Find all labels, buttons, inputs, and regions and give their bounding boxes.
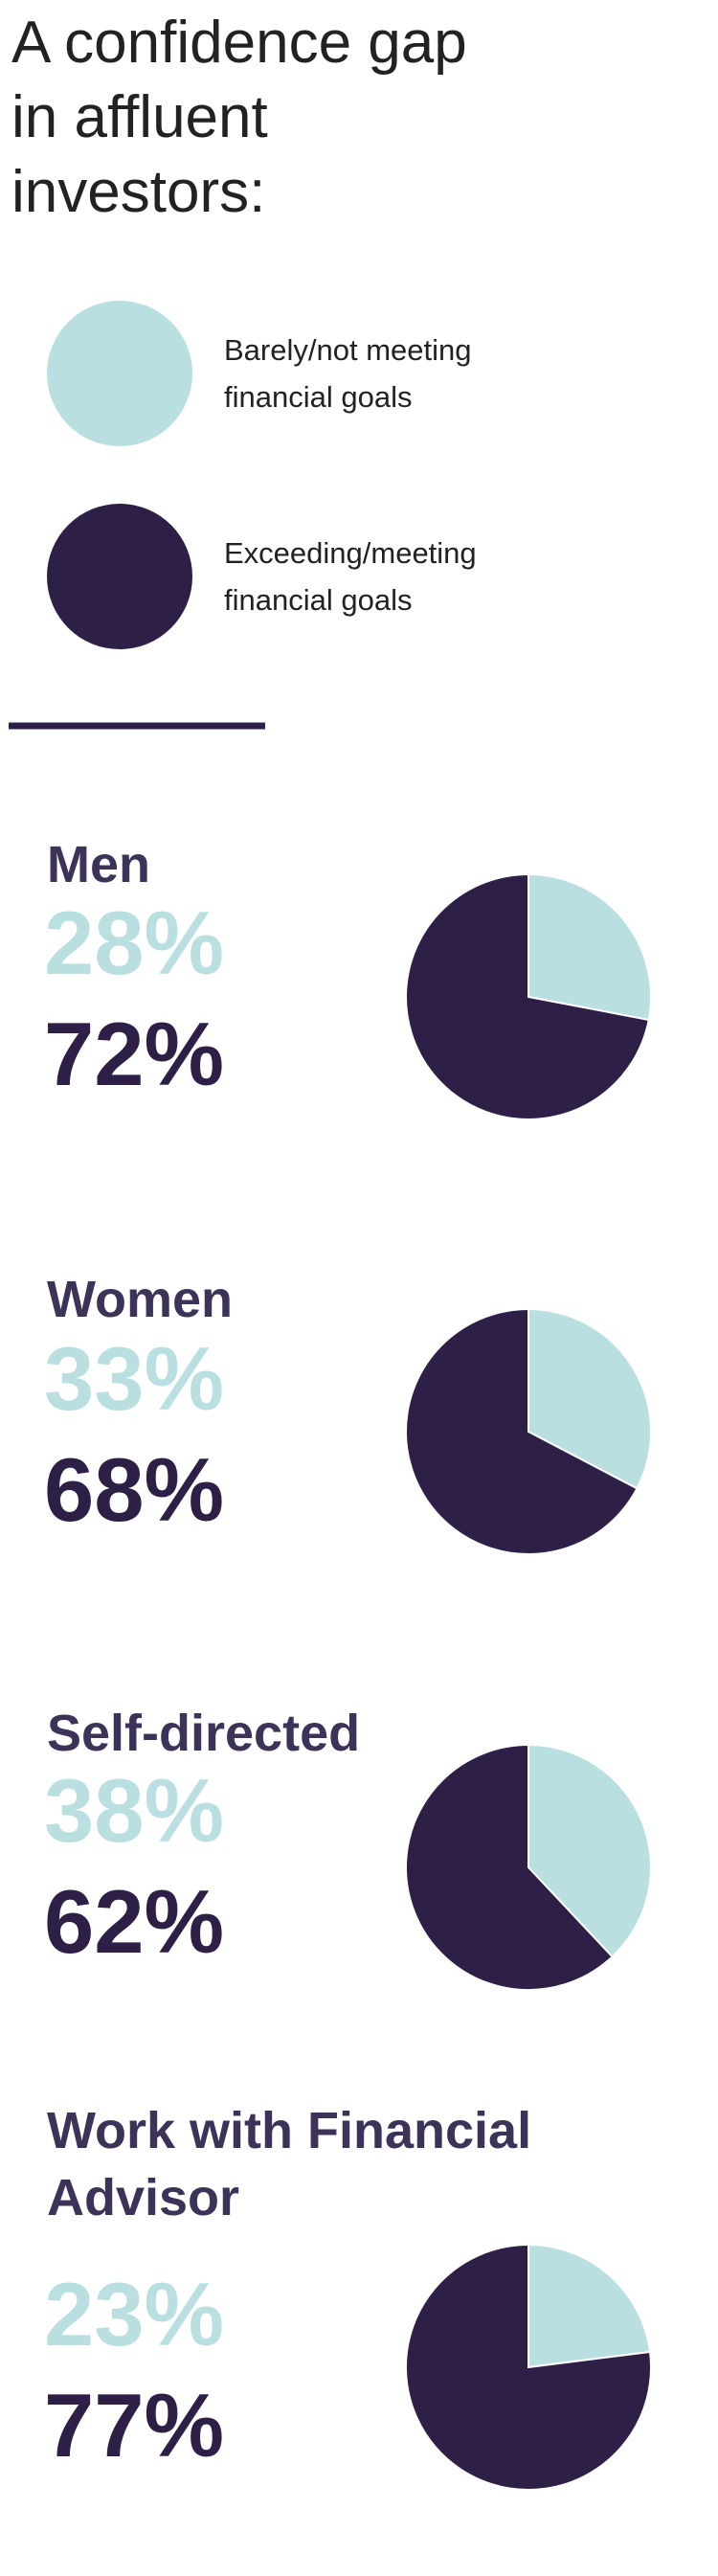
pie-slice — [527, 1307, 652, 1490]
pie-slice — [527, 872, 652, 1022]
pie-slice — [527, 1743, 652, 1958]
percent-label: 23% — [44, 2264, 225, 2364]
percent-label: 77% — [44, 2375, 225, 2475]
section-title: Women — [47, 1271, 234, 1328]
legend-swatch — [47, 301, 192, 446]
pie-slice — [405, 872, 650, 1120]
legend-label: Exceeding/meeting financial goals — [224, 536, 477, 617]
legend-label: Barely/not meeting financial goals — [224, 333, 472, 414]
title: A confidence gap in affluent investors: — [11, 10, 467, 225]
legend-swatch — [47, 504, 192, 649]
percent-label: 33% — [44, 1328, 225, 1429]
pie-slice — [527, 2243, 652, 2369]
section-title: Work with Financial Advisor — [47, 2102, 532, 2226]
percent-label: 28% — [44, 893, 225, 993]
section-title: Self-directed — [47, 1705, 361, 1762]
pie-slice — [405, 2243, 652, 2491]
pie-slice — [405, 1743, 615, 1991]
percent-label: 72% — [44, 1004, 225, 1104]
percent-label: 62% — [44, 1871, 225, 1972]
percent-label: 68% — [44, 1439, 225, 1540]
pie-slice — [405, 1307, 639, 1555]
percent-label: 38% — [44, 1760, 225, 1861]
section-title: Men — [47, 836, 150, 893]
